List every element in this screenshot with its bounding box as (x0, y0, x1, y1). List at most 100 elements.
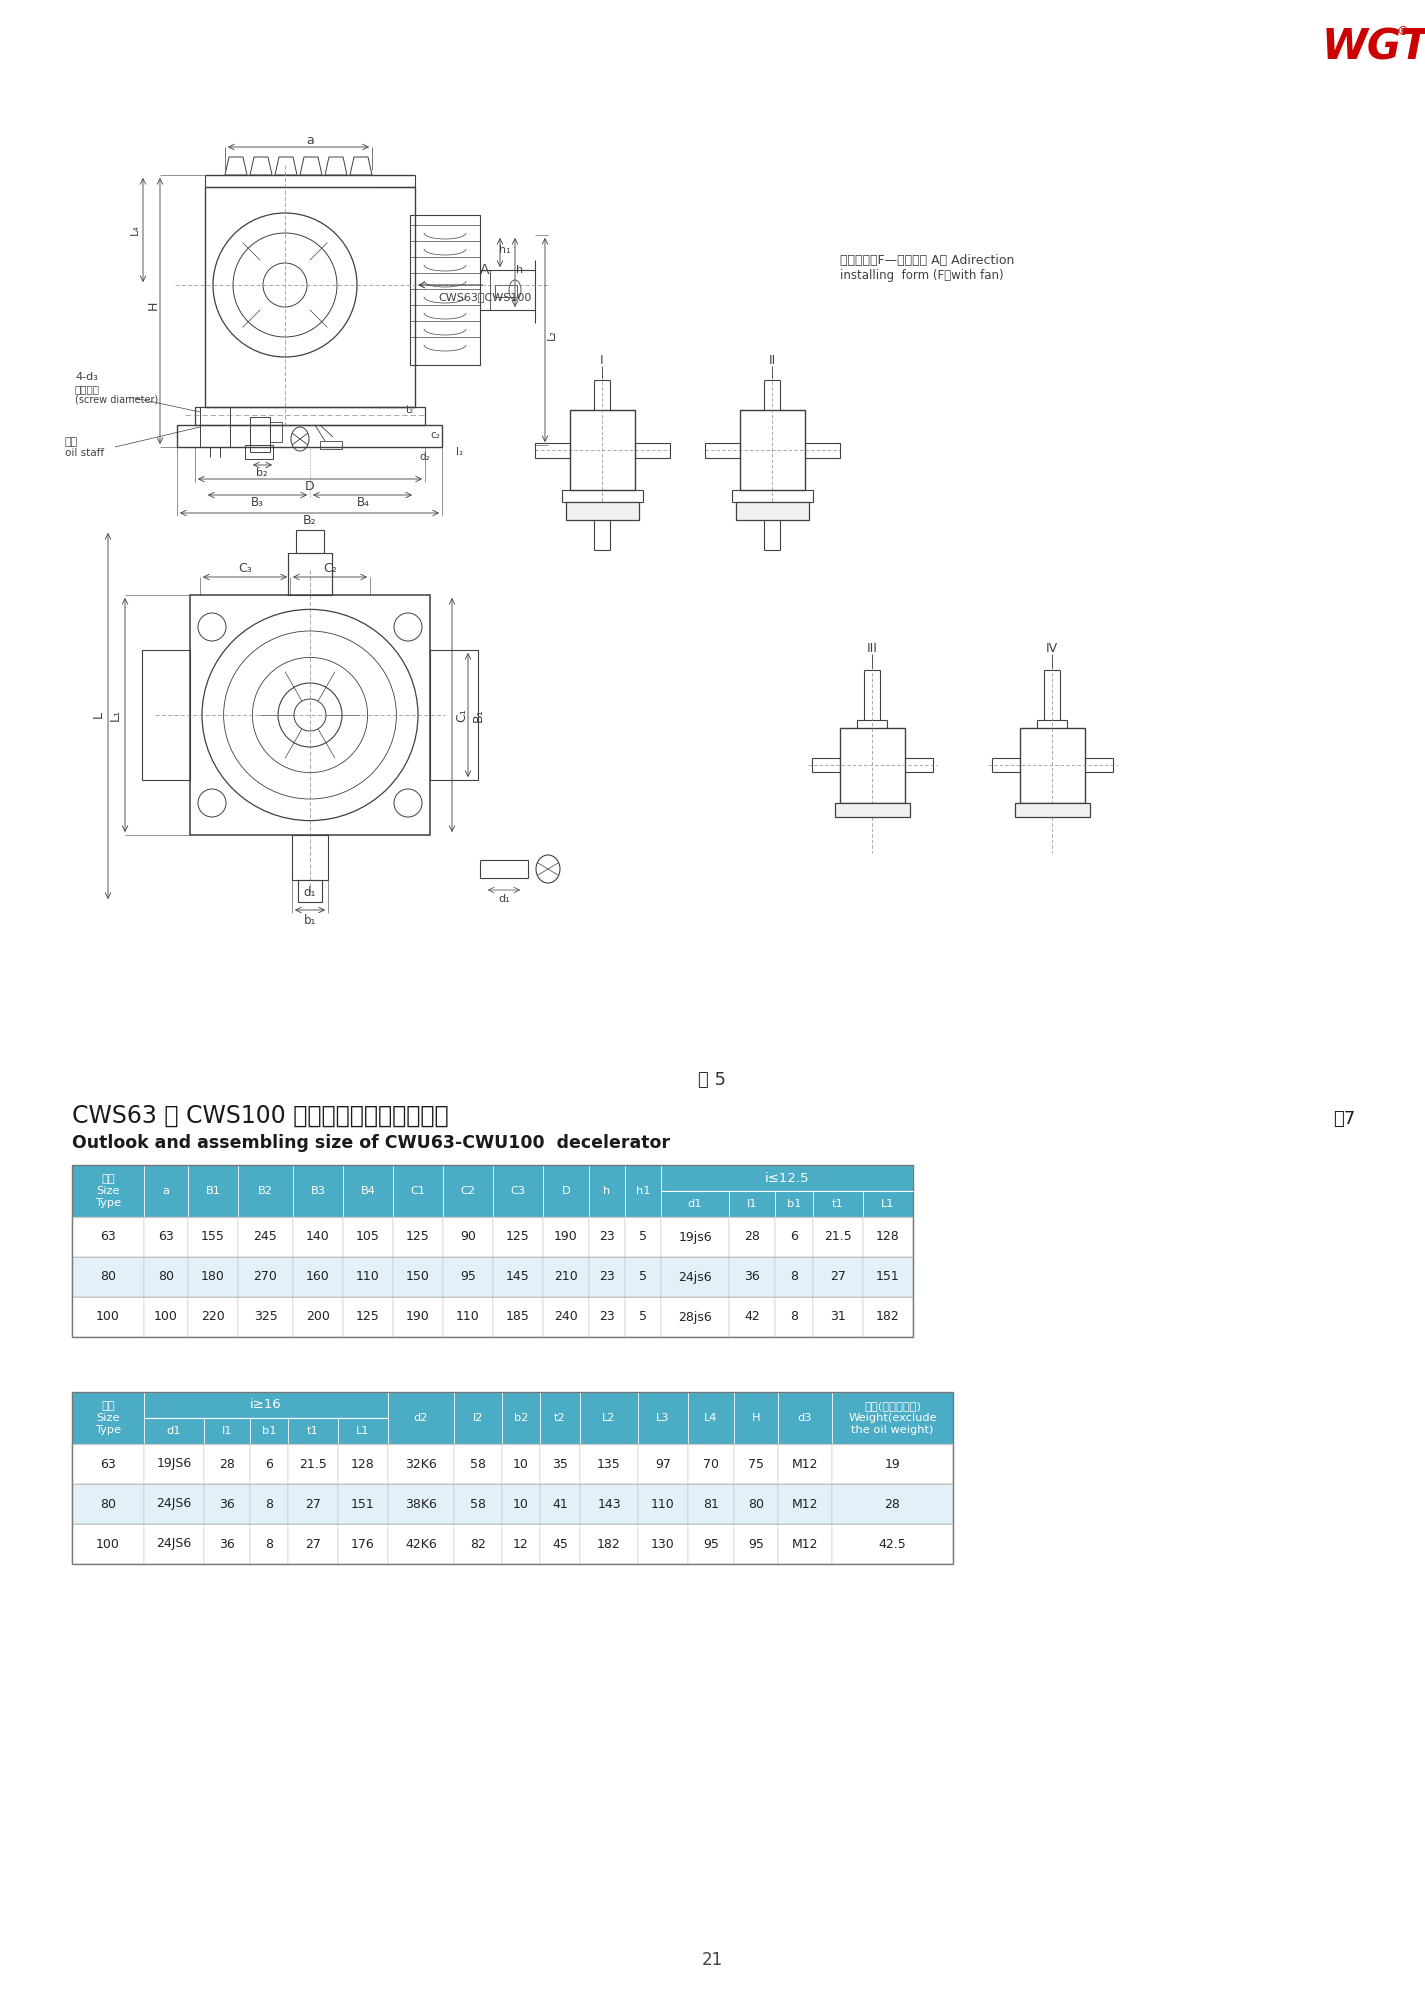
Text: WGT: WGT (1321, 26, 1425, 68)
Text: 240: 240 (554, 1310, 579, 1324)
Bar (298, 880, 322, 902)
Bar (688, 1524, 734, 1564)
Text: 110: 110 (356, 1270, 380, 1284)
Text: I: I (600, 354, 604, 366)
Text: 19: 19 (885, 1458, 901, 1470)
Bar (393, 1216, 443, 1258)
Text: oil staff: oil staff (66, 448, 104, 458)
Bar (864, 1258, 913, 1296)
Bar (249, 1418, 288, 1444)
Text: M12: M12 (792, 1538, 818, 1550)
Text: t1: t1 (308, 1426, 319, 1436)
Text: h: h (516, 264, 523, 274)
Text: 表7: 表7 (1332, 1110, 1355, 1128)
Text: c₂: c₂ (430, 430, 440, 440)
Bar (494, 284, 517, 296)
Bar (269, 422, 282, 442)
Text: b1: b1 (262, 1426, 276, 1436)
Bar (388, 1524, 455, 1564)
Text: 36: 36 (219, 1498, 235, 1510)
Bar (730, 1216, 775, 1258)
Bar (543, 1164, 589, 1216)
Bar (455, 1524, 502, 1564)
Text: 150: 150 (406, 1270, 430, 1284)
Text: 36: 36 (744, 1270, 760, 1284)
Text: 36: 36 (219, 1538, 235, 1550)
Bar (493, 1296, 543, 1336)
Text: h: h (603, 1186, 611, 1196)
Bar (778, 1444, 832, 1484)
Text: C₁: C₁ (456, 708, 469, 722)
Bar (1020, 728, 1084, 802)
Text: D: D (561, 1186, 570, 1196)
Text: IV: IV (1046, 642, 1057, 654)
Bar (775, 1296, 814, 1336)
Bar (238, 1216, 294, 1258)
Text: 220: 220 (201, 1310, 225, 1324)
Bar (778, 1484, 832, 1524)
Text: 42K6: 42K6 (405, 1538, 437, 1550)
Text: 155: 155 (201, 1230, 225, 1244)
Bar (589, 1296, 626, 1336)
Text: 63: 63 (158, 1230, 174, 1244)
Text: D: D (305, 480, 315, 494)
Text: 8: 8 (789, 1270, 798, 1284)
Text: l2: l2 (473, 1412, 483, 1424)
Text: L1: L1 (356, 1426, 369, 1436)
Bar (388, 1484, 455, 1524)
Text: 35: 35 (551, 1458, 569, 1470)
Text: 325: 325 (254, 1310, 278, 1324)
Bar (249, 1524, 288, 1564)
Bar (626, 1216, 661, 1258)
Text: 12: 12 (513, 1538, 529, 1550)
Bar (144, 1164, 188, 1216)
Bar (688, 1484, 734, 1524)
Text: 27: 27 (305, 1538, 321, 1550)
Text: 10: 10 (513, 1498, 529, 1510)
Bar (493, 1164, 543, 1216)
Text: 140: 140 (306, 1230, 329, 1244)
Text: 5: 5 (638, 1310, 647, 1324)
Text: 100: 100 (95, 1538, 120, 1550)
Text: 58: 58 (470, 1498, 486, 1510)
Text: d2: d2 (413, 1412, 427, 1424)
Text: t1: t1 (832, 1198, 844, 1208)
Bar (144, 1216, 188, 1258)
Text: 81: 81 (703, 1498, 720, 1510)
Bar (543, 1216, 589, 1258)
Bar (73, 1484, 144, 1524)
Bar (294, 1164, 343, 1216)
Bar (288, 1524, 338, 1564)
Bar (338, 1524, 388, 1564)
Text: b₂: b₂ (256, 468, 268, 478)
Text: 130: 130 (651, 1538, 675, 1550)
Text: 160: 160 (306, 1270, 329, 1284)
Bar (73, 1216, 144, 1258)
Bar (805, 444, 839, 458)
Bar (561, 490, 643, 502)
Text: H: H (147, 300, 160, 310)
Bar (294, 1216, 343, 1258)
Text: 重量(不包括油重)
Weight(exclude
the oil weight): 重量(不包括油重) Weight(exclude the oil weight) (848, 1402, 936, 1434)
Text: 110: 110 (651, 1498, 675, 1510)
Bar (734, 1484, 778, 1524)
Text: 图 5: 图 5 (698, 1072, 725, 1088)
Bar (288, 1444, 338, 1484)
Bar (734, 1524, 778, 1564)
Text: 125: 125 (506, 1230, 530, 1244)
Bar (292, 836, 328, 880)
Text: 6: 6 (265, 1458, 274, 1470)
Text: d3: d3 (798, 1412, 812, 1424)
Bar (502, 1444, 540, 1484)
Text: 27: 27 (829, 1270, 846, 1284)
Text: d₂: d₂ (419, 452, 430, 462)
Text: 63: 63 (100, 1458, 115, 1470)
Bar (188, 1216, 238, 1258)
Text: 70: 70 (703, 1458, 720, 1470)
Text: ®: ® (1396, 26, 1409, 38)
Text: L₄: L₄ (130, 224, 140, 236)
Text: 23: 23 (598, 1310, 614, 1324)
Text: i≥16: i≥16 (251, 1398, 282, 1412)
Bar (245, 446, 274, 460)
Text: b₁: b₁ (304, 914, 316, 928)
